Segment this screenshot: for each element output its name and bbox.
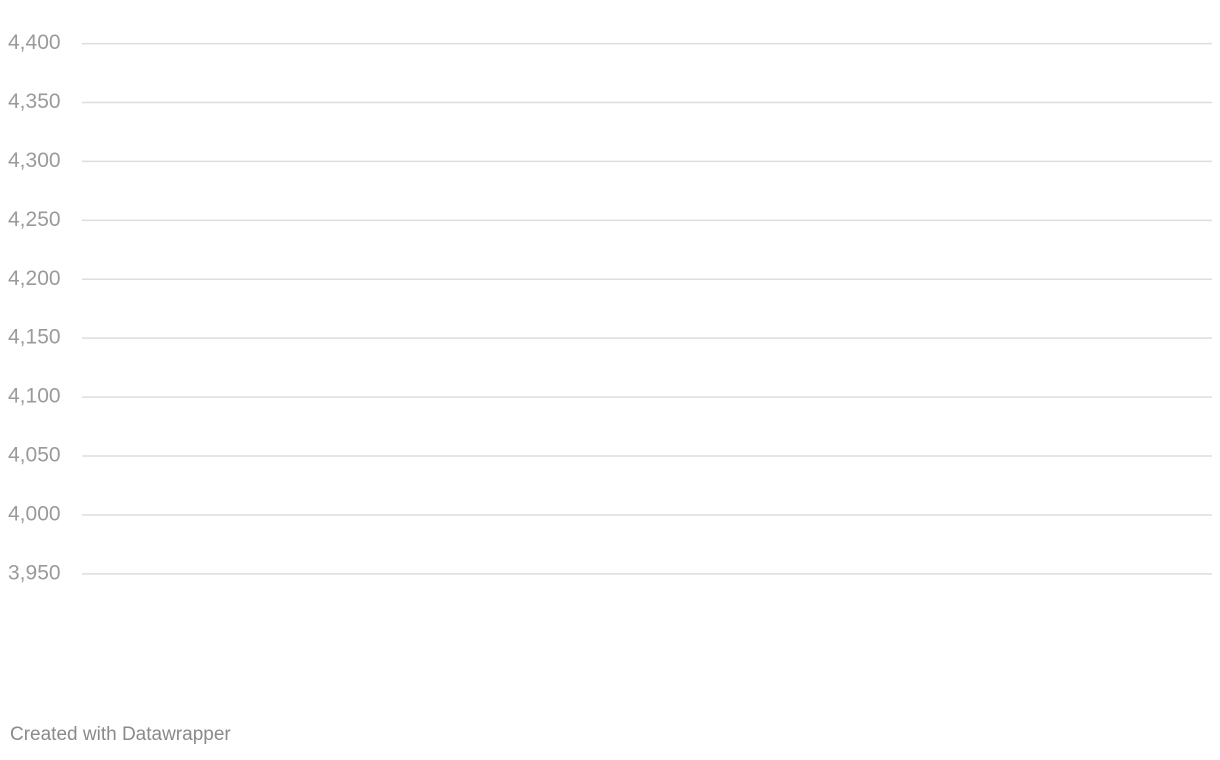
footer: Created with Datawrapper [10,724,231,745]
y-tick-label: 4,050 [8,444,61,467]
y-tick-label: 4,400 [8,31,61,54]
y-tick-label: 4,200 [8,267,61,290]
y-tick-label: 3,950 [8,561,61,584]
y-tick-label: 4,150 [8,326,61,349]
y-tick-label: 4,300 [8,149,61,172]
y-tick-label: 4,000 [8,502,61,525]
y-tick-label: 4,350 [8,90,61,113]
y-tick-label: 4,250 [8,208,61,231]
y-tick-label: 4,100 [8,385,61,408]
